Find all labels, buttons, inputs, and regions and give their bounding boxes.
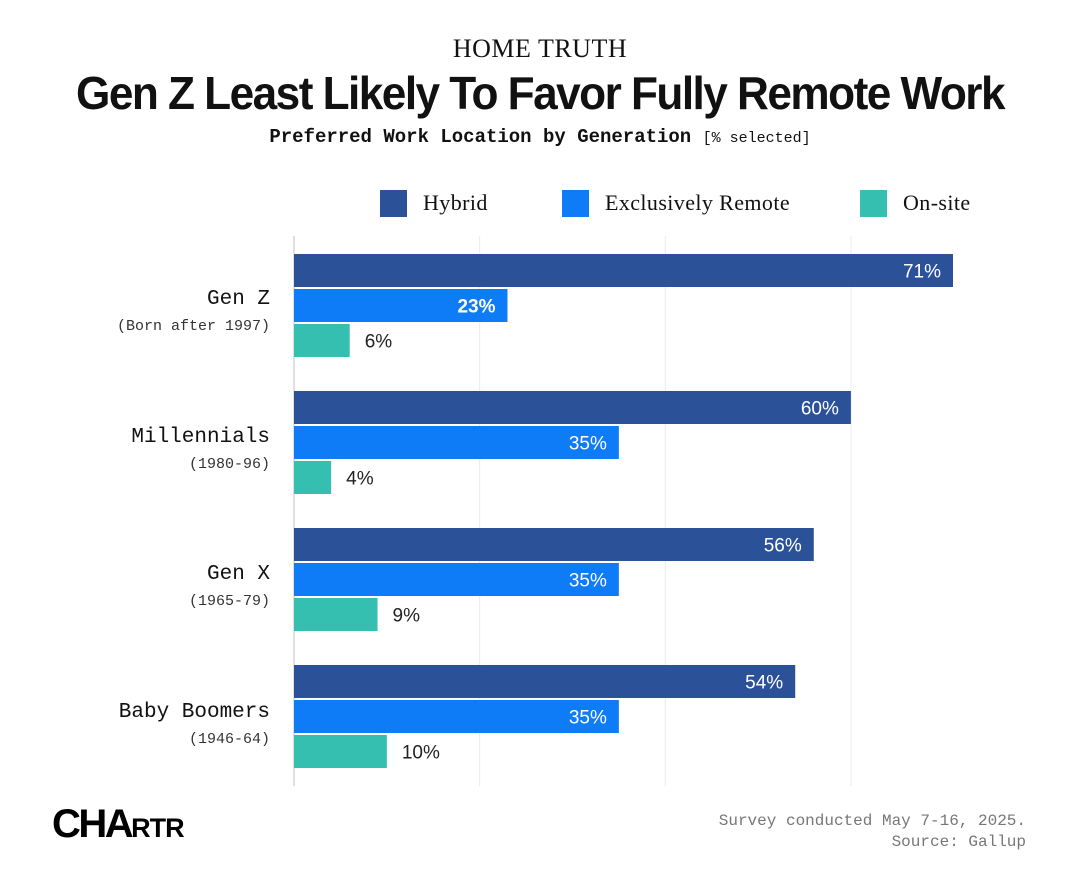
bar-exclusively-remote (294, 289, 508, 322)
subtitle-text: Preferred Work Location by Generation (269, 126, 692, 148)
bar-on-site (294, 735, 387, 768)
chart-title: Gen Z Least Likely To Favor Fully Remote… (76, 67, 1006, 119)
category-sublabel-baby-boomers: (1946-64) (188, 731, 270, 748)
category-label-gen-x: Gen X (206, 563, 270, 586)
legend-label-hybrid: Hybrid (423, 190, 488, 215)
data-label: 71% (903, 262, 941, 283)
legend-item-remote: Exclusively Remote (562, 188, 790, 218)
category-label-baby-boomers: Baby Boomers (118, 701, 270, 724)
bar-on-site (294, 598, 378, 631)
category-sublabel-millennials: (1980-96) (188, 456, 270, 473)
data-label: 9% (393, 606, 421, 627)
category-sublabel-gen-x: (1965-79) (188, 593, 270, 610)
subtitle-unit: [% selected] (702, 130, 811, 147)
legend-item-hybrid: Hybrid (380, 188, 488, 218)
bar-exclusively-remote (294, 426, 619, 459)
data-label: 35% (569, 571, 607, 592)
legend-label-onsite: On-site (903, 190, 971, 215)
bar-exclusively-remote (294, 700, 619, 733)
legend-swatch-hybrid (380, 189, 407, 217)
chart-kicker: HOME TRUTH (452, 34, 628, 63)
footnote: Survey conducted May 7-16, 2025. Source:… (719, 811, 1026, 853)
legend-swatch-remote (562, 189, 589, 217)
bar-hybrid (294, 391, 851, 424)
data-label: 23% (457, 297, 495, 318)
chart-subtitle: Preferred Work Location by Generation [%… (0, 126, 1080, 148)
bar-on-site (294, 461, 332, 494)
data-label: 10% (402, 743, 440, 764)
category-sublabel-gen-z: (Born after 1997) (116, 318, 270, 335)
chartr-logo: CHARTR (52, 802, 185, 847)
bar-exclusively-remote (294, 563, 619, 596)
category-label-millennials: Millennials (131, 426, 270, 449)
bar-hybrid (294, 254, 953, 287)
data-label: 56% (764, 536, 802, 557)
legend-label-remote: Exclusively Remote (605, 190, 790, 215)
legend-swatch-onsite (860, 189, 887, 217)
data-label: 60% (801, 399, 839, 420)
bar-hybrid (294, 528, 814, 561)
survey-note: Survey conducted May 7-16, 2025. (718, 812, 1026, 830)
logo-text: CHARTR (52, 802, 185, 846)
data-label: 54% (745, 673, 783, 694)
source-note: Source: Gallup (891, 833, 1026, 851)
data-label: 4% (346, 469, 374, 490)
data-label: 6% (365, 332, 393, 353)
legend-item-onsite: On-site (860, 188, 971, 218)
data-label: 35% (569, 708, 607, 729)
data-label: 35% (569, 434, 607, 455)
bar-hybrid (294, 665, 796, 698)
bar-on-site (294, 324, 350, 357)
category-label-gen-z: Gen Z (206, 288, 270, 311)
